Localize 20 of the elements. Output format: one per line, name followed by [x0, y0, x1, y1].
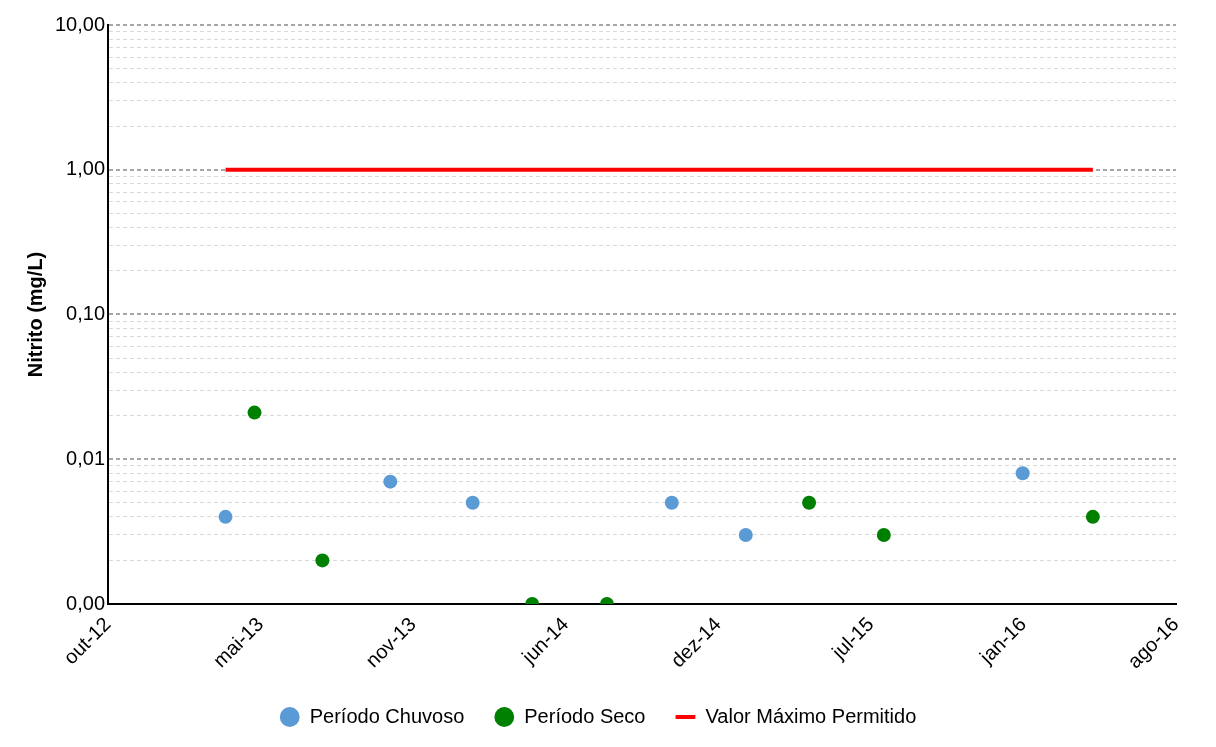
- point: [465, 495, 480, 510]
- point: [738, 527, 753, 542]
- point: [1085, 509, 1100, 524]
- point: [876, 527, 891, 542]
- y-tick-label: 0,10: [66, 302, 106, 325]
- y-tick-label: 0,00: [66, 591, 106, 614]
- y-tick-label: 10,00: [54, 12, 106, 35]
- legend-label: Período Chuvoso: [309, 704, 465, 727]
- point: [383, 474, 398, 489]
- legend-label: Período Seco: [524, 704, 646, 727]
- y-axis-title: Nitrito (mg/L): [23, 251, 46, 378]
- y-tick-label: 0,01: [66, 446, 106, 469]
- point: [1015, 466, 1030, 481]
- point: [664, 495, 679, 510]
- point: [802, 495, 817, 510]
- legend-label: Valor Máximo Permitido: [705, 704, 917, 727]
- point: [247, 405, 262, 420]
- point: [315, 553, 330, 568]
- point: [218, 509, 233, 524]
- y-tick-label: 1,00: [66, 157, 106, 180]
